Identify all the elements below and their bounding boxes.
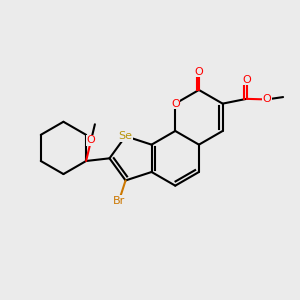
Text: O: O (262, 94, 271, 104)
Text: O: O (87, 135, 95, 145)
Text: O: O (171, 99, 180, 109)
Text: Se: Se (118, 131, 133, 141)
Text: O: O (242, 74, 251, 85)
Text: O: O (195, 67, 203, 76)
Text: Br: Br (113, 196, 125, 206)
